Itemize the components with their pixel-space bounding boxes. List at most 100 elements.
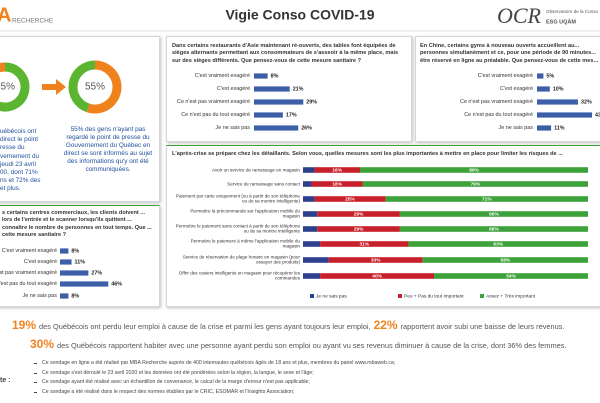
chart-question: s certains centres commerciaux, les clie… xyxy=(2,210,152,238)
donut-label: 55% xyxy=(0,82,15,93)
value-label: 46% xyxy=(111,282,122,288)
logo-text: RECHERCHE xyxy=(12,18,54,25)
value-label: 43% xyxy=(595,113,600,119)
value-label: 8% xyxy=(271,74,279,80)
left-panel xyxy=(0,36,160,202)
bar xyxy=(254,86,290,92)
bar-segment xyxy=(360,167,588,173)
value-label: 16% xyxy=(332,168,342,174)
panel-text: 55% des gens n'ayant pas regardé le poin… xyxy=(63,126,153,173)
panel-text: resse du xyxy=(0,144,25,152)
legend-swatch xyxy=(398,294,402,298)
bar-segment xyxy=(399,211,588,217)
bar xyxy=(60,259,72,265)
value-label: 8% xyxy=(71,294,79,300)
arrow xyxy=(42,79,66,95)
donut-slice xyxy=(86,60,122,114)
value-label: 32% xyxy=(581,100,592,106)
category-label: Offrir des casiers intelligents en magas… xyxy=(178,270,300,281)
bar-segment xyxy=(328,257,423,263)
value-label: 71% xyxy=(482,197,492,203)
note-item: Ce sondage en ligne a été réalisé par MB… xyxy=(33,360,396,366)
bar xyxy=(537,86,550,92)
bar-segment xyxy=(314,196,386,202)
chart-question: En Chine, certains gyms à nouveau ouvert… xyxy=(420,43,599,64)
chart-panel xyxy=(0,205,160,307)
bar xyxy=(60,293,69,299)
value-label: 29% xyxy=(354,212,364,218)
legend-label: Assez + Très important xyxy=(486,293,536,299)
value-label: 10% xyxy=(553,87,564,93)
bar-segment xyxy=(314,167,360,173)
category-label: Permettre le paiement sans contact à par… xyxy=(175,223,300,234)
bar-segment xyxy=(385,196,588,202)
bar-segment xyxy=(303,226,318,232)
stat-highlight: 30% xyxy=(30,337,55,351)
bar xyxy=(254,99,304,105)
bar xyxy=(60,281,109,287)
bar-segment xyxy=(422,257,588,263)
category-label: Ce n'est pas vraiment exagéré xyxy=(177,99,250,105)
value-label: 25% xyxy=(345,197,355,203)
value-label: 63% xyxy=(493,242,503,248)
category-label: C'est exagéré xyxy=(23,259,57,265)
stat-text: rapportent avoir subi une baisse de leur… xyxy=(400,322,565,331)
bar xyxy=(537,99,578,105)
bar-segment xyxy=(320,241,409,247)
category-label: C'est exagéré xyxy=(216,86,250,92)
legend-swatch xyxy=(310,294,314,298)
donut-slice xyxy=(0,62,30,112)
bar-segment xyxy=(303,167,315,173)
bar xyxy=(60,248,69,254)
stat-highlight: 22% xyxy=(373,318,398,332)
value-label: 40% xyxy=(372,274,382,280)
category-label: C'est vraiment exagéré xyxy=(194,73,250,79)
panel-text: jeudi 23 avril xyxy=(0,160,36,168)
value-label: 66% xyxy=(489,212,499,218)
logo-right-sub: Observatoire de la Conso xyxy=(546,9,599,14)
stat-text: des Québécois ont perdu leur emploi à ca… xyxy=(39,322,371,331)
panel-text: ns et 72% des xyxy=(0,177,41,185)
category-label: Ce n'est pas vraiment exagéré xyxy=(460,99,533,105)
bar xyxy=(537,73,544,79)
value-label: 58% xyxy=(501,258,511,264)
category-label: Ce n'est pas du tout exagéré xyxy=(0,281,57,287)
chart-panel xyxy=(415,36,600,142)
bar xyxy=(60,270,89,276)
value-label: 79% xyxy=(471,182,481,188)
note-item: Ce sondage a été réalisé dans le respect… xyxy=(33,388,295,395)
value-label: 27% xyxy=(91,271,102,277)
bar-segment xyxy=(362,181,588,187)
value-label: 26% xyxy=(301,126,312,132)
donut-label: 55% xyxy=(85,82,105,93)
category-label: Paiement par carte uniquement (ou à part… xyxy=(175,193,300,204)
value-label: 29% xyxy=(354,227,364,233)
chart-question: Dans certains restaurants d'Asie mainten… xyxy=(172,43,399,64)
panel-text: direct le point xyxy=(0,136,39,144)
panel-text: 00, dont 71% xyxy=(0,169,38,176)
bar-segment xyxy=(317,211,400,217)
bar xyxy=(254,125,299,131)
category-label: Service de ramassage sans contact xyxy=(227,181,300,187)
bar-segment xyxy=(303,273,321,279)
legend-label: Peu + Pas du tout important xyxy=(404,293,464,299)
category-label: C'est exagéré xyxy=(499,86,533,92)
value-label: 66% xyxy=(489,227,499,233)
category-label: Ce n'est pas du tout exagéré xyxy=(464,112,533,118)
category-label: Je ne sais pas xyxy=(22,293,57,299)
value-label: 8% xyxy=(71,249,79,255)
bar xyxy=(254,73,268,79)
page-title: Vigie Conso COVID-19 xyxy=(225,7,374,23)
bar-segment xyxy=(408,241,588,247)
stat-line: 19% des Québécois ont perdu leur emploi à… xyxy=(12,318,568,332)
panel-text: uébécois ont xyxy=(0,128,37,135)
bar-segment xyxy=(303,196,315,202)
category-label: Avoir un service de ramassage en magasin xyxy=(211,167,300,173)
bar-segment xyxy=(434,273,588,279)
category-label: C'est vraiment exagéré xyxy=(477,73,533,79)
bar-segment xyxy=(303,211,318,217)
logo-right-org: ESG UQÀM xyxy=(546,18,576,25)
bar xyxy=(537,112,593,118)
bar xyxy=(537,125,552,131)
